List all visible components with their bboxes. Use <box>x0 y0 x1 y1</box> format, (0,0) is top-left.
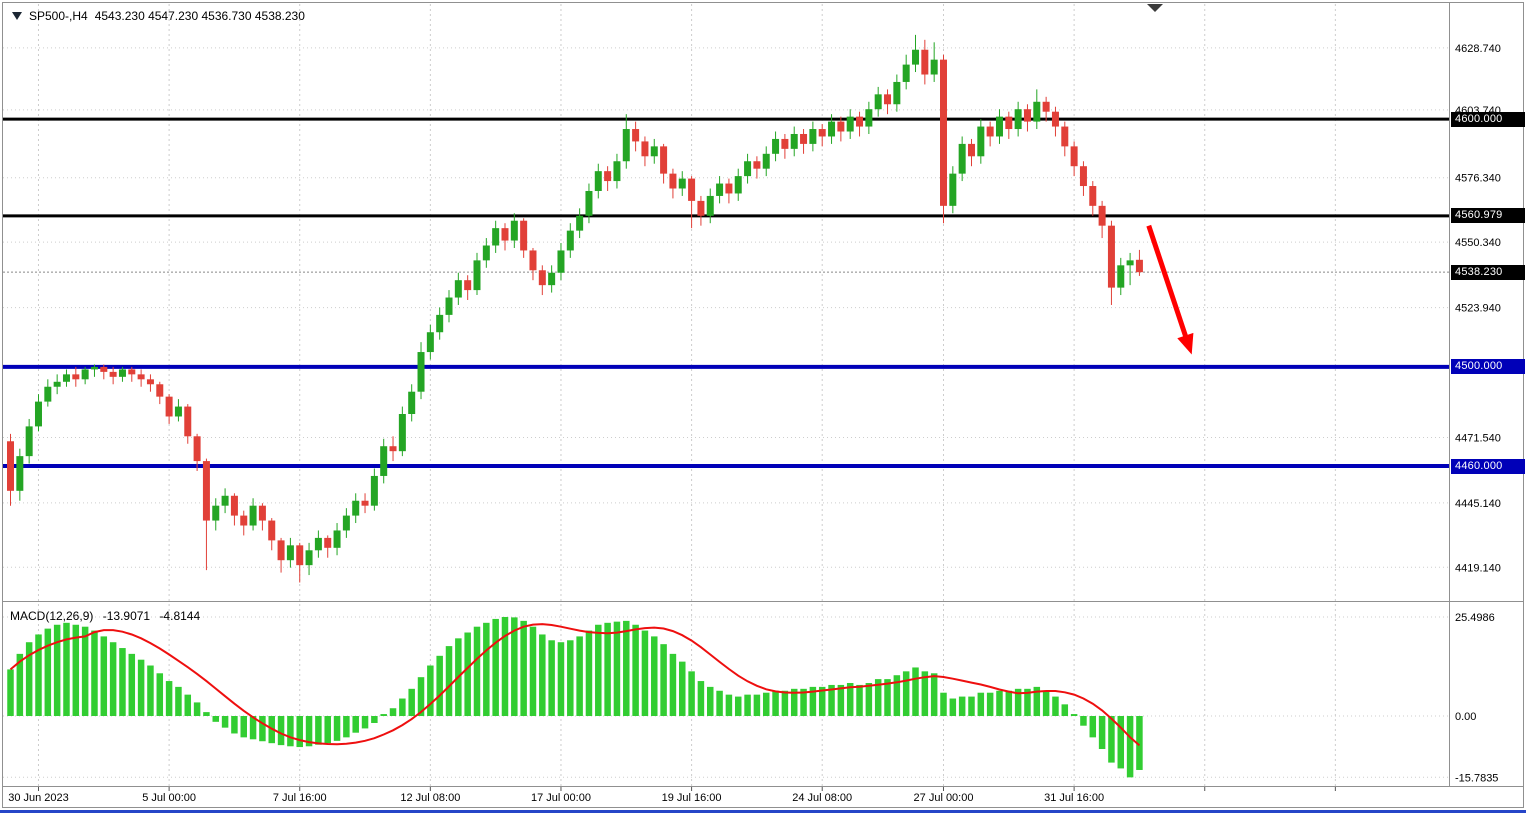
time-tick-label: 24 Jul 08:00 <box>792 792 852 804</box>
price-tick-label: 4628.740 <box>1455 43 1501 55</box>
time-tick-label: 27 Jul 00:00 <box>914 792 974 804</box>
symbol-timeframe-label: SP500-,H4 <box>29 9 88 23</box>
price-tick-label: 4445.140 <box>1455 498 1501 510</box>
annotation-layer <box>1146 224 1194 355</box>
symbol-dropdown-icon <box>12 12 22 20</box>
time-tick-label: 7 Jul 16:00 <box>273 792 327 804</box>
macd-indicator-label: MACD(12,26,9) -13.9071 -4.8144 <box>10 609 206 623</box>
arrow-head-icon <box>1177 332 1194 355</box>
down-arrow-annotation[interactable] <box>1146 224 1191 344</box>
price-level-tag: 4500.000 <box>1451 359 1525 375</box>
macd-scale-label: -15.7835 <box>1455 772 1498 784</box>
price-level-tag: 4460.000 <box>1451 458 1525 474</box>
price-tick-label: 4471.540 <box>1455 432 1501 444</box>
chart-title: SP500-,H4 4543.230 4547.230 4536.730 453… <box>12 9 305 23</box>
macd-layer <box>7 616 1143 778</box>
price-tick-label: 4576.340 <box>1455 173 1501 185</box>
time-tick-label: 5 Jul 00:00 <box>142 792 196 804</box>
price-tick-label: 4550.340 <box>1455 237 1501 249</box>
candles-layer <box>7 34 1143 583</box>
price-tick-label: 4419.140 <box>1455 562 1501 574</box>
time-tick-label: 17 Jul 00:00 <box>531 792 591 804</box>
time-tick-label: 12 Jul 08:00 <box>400 792 460 804</box>
chart-shift-marker-icon <box>1147 4 1163 12</box>
macd-signal-value: -4.8144 <box>159 609 201 623</box>
time-axis[interactable] <box>3 787 1449 807</box>
axis-text-layer: 4628.7404603.7404576.3404550.3404523.940… <box>8 43 1501 804</box>
grid-layer <box>3 4 1450 786</box>
time-tick-label: 19 Jul 16:00 <box>662 792 722 804</box>
price-level-tag: 4560.979 <box>1451 208 1525 224</box>
time-tick-label: 30 Jun 2023 <box>8 792 69 804</box>
price-tick-label: 4523.940 <box>1455 303 1501 315</box>
price-level-tag: 4600.000 <box>1451 111 1525 127</box>
levels-layer <box>3 117 1450 469</box>
time-tick-label: 31 Jul 16:00 <box>1044 792 1104 804</box>
ohlc-values: 4543.230 4547.230 4536.730 4538.230 <box>94 9 305 23</box>
window-bottom-border <box>0 810 1526 813</box>
macd-scale-label: 0.00 <box>1455 711 1476 723</box>
current-price-tag: 4538.230 <box>1451 264 1525 280</box>
macd-signal-line <box>9 623 1141 747</box>
macd-main-value: -13.9071 <box>102 609 151 623</box>
macd-name: MACD(12,26,9) <box>10 609 94 623</box>
macd-scale-label: 25.4986 <box>1455 612 1495 624</box>
